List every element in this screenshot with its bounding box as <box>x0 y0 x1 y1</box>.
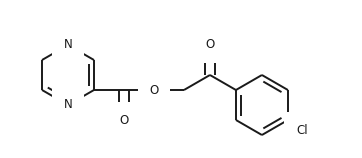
Text: N: N <box>64 39 72 52</box>
Text: O: O <box>205 39 215 52</box>
Text: O: O <box>119 113 129 127</box>
Text: N: N <box>64 98 72 112</box>
Text: Cl: Cl <box>296 124 308 137</box>
Text: O: O <box>150 83 159 97</box>
